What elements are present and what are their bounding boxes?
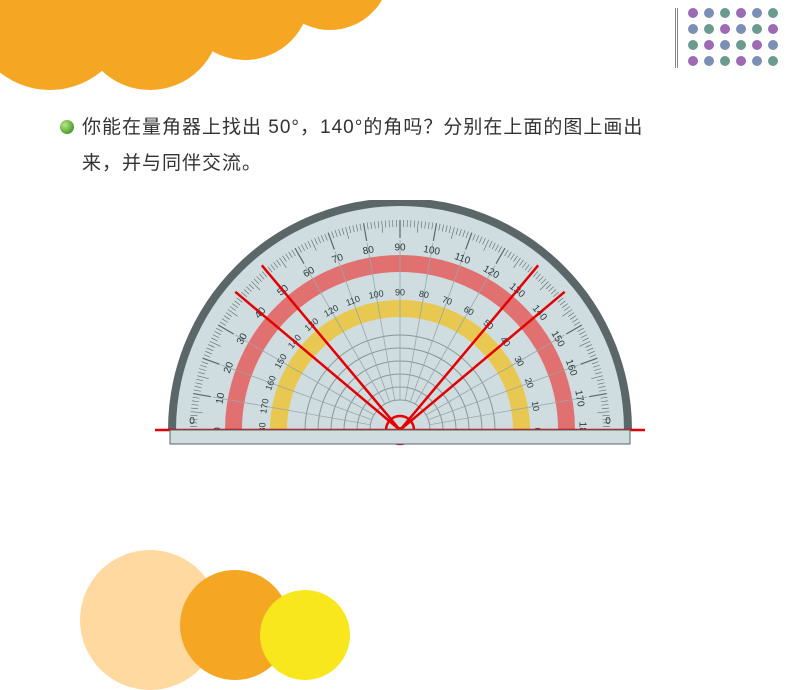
decor-dot [768,40,778,50]
svg-text:10: 10 [530,400,542,412]
svg-text:0: 0 [189,416,195,427]
decor-dot [736,40,746,50]
decor-blob-bottom [80,520,360,660]
decor-dot [720,40,730,50]
decor-dot [768,56,778,66]
q-deg1: 50° [268,117,300,138]
decor-dot [688,24,698,34]
decor-dot [704,8,714,18]
decor-dot [768,8,778,18]
decor-dot [736,56,746,66]
bullet-icon [60,120,74,134]
question-line2: 来，并与同伴交流。 [60,146,740,182]
svg-text:0: 0 [605,416,611,427]
decor-dot [736,8,746,18]
decor-divider [675,8,678,68]
svg-text:90: 90 [394,243,406,254]
decor-cloud-top [0,0,470,80]
q-text-b: ， [300,117,320,138]
decor-dot [704,40,714,50]
decor-dot [752,24,762,34]
question-line1: 你能在量角器上找出 50°，140°的角吗？分别在上面的图上画出 [60,110,740,146]
decor-dot [720,24,730,34]
decor-dots-grid [688,8,780,68]
decor-dot [752,8,762,18]
svg-text:90: 90 [395,287,405,297]
question-block: 你能在量角器上找出 50°，140°的角吗？分别在上面的图上画出 来，并与同伴交… [60,110,740,182]
q-deg2: 140° [320,117,363,138]
decor-dot [768,24,778,34]
protractor-svg: 0102030405060708090100110120130140150160… [150,200,650,460]
decor-dot [752,40,762,50]
q-text-a: 你能在量角器上找出 [82,117,268,138]
decor-dot [720,56,730,66]
decor-dot [752,56,762,66]
decor-dot [688,56,698,66]
protractor-figure: 0102030405060708090100110120130140150160… [150,200,650,460]
decor-dot [736,24,746,34]
svg-text:80: 80 [418,289,430,301]
decor-dot [704,24,714,34]
decor-dot [688,8,698,18]
decor-dot [720,8,730,18]
q-text-c: 的角吗？分别在上面的图上画出 [363,117,643,138]
decor-dot [688,40,698,50]
decor-dot [704,56,714,66]
